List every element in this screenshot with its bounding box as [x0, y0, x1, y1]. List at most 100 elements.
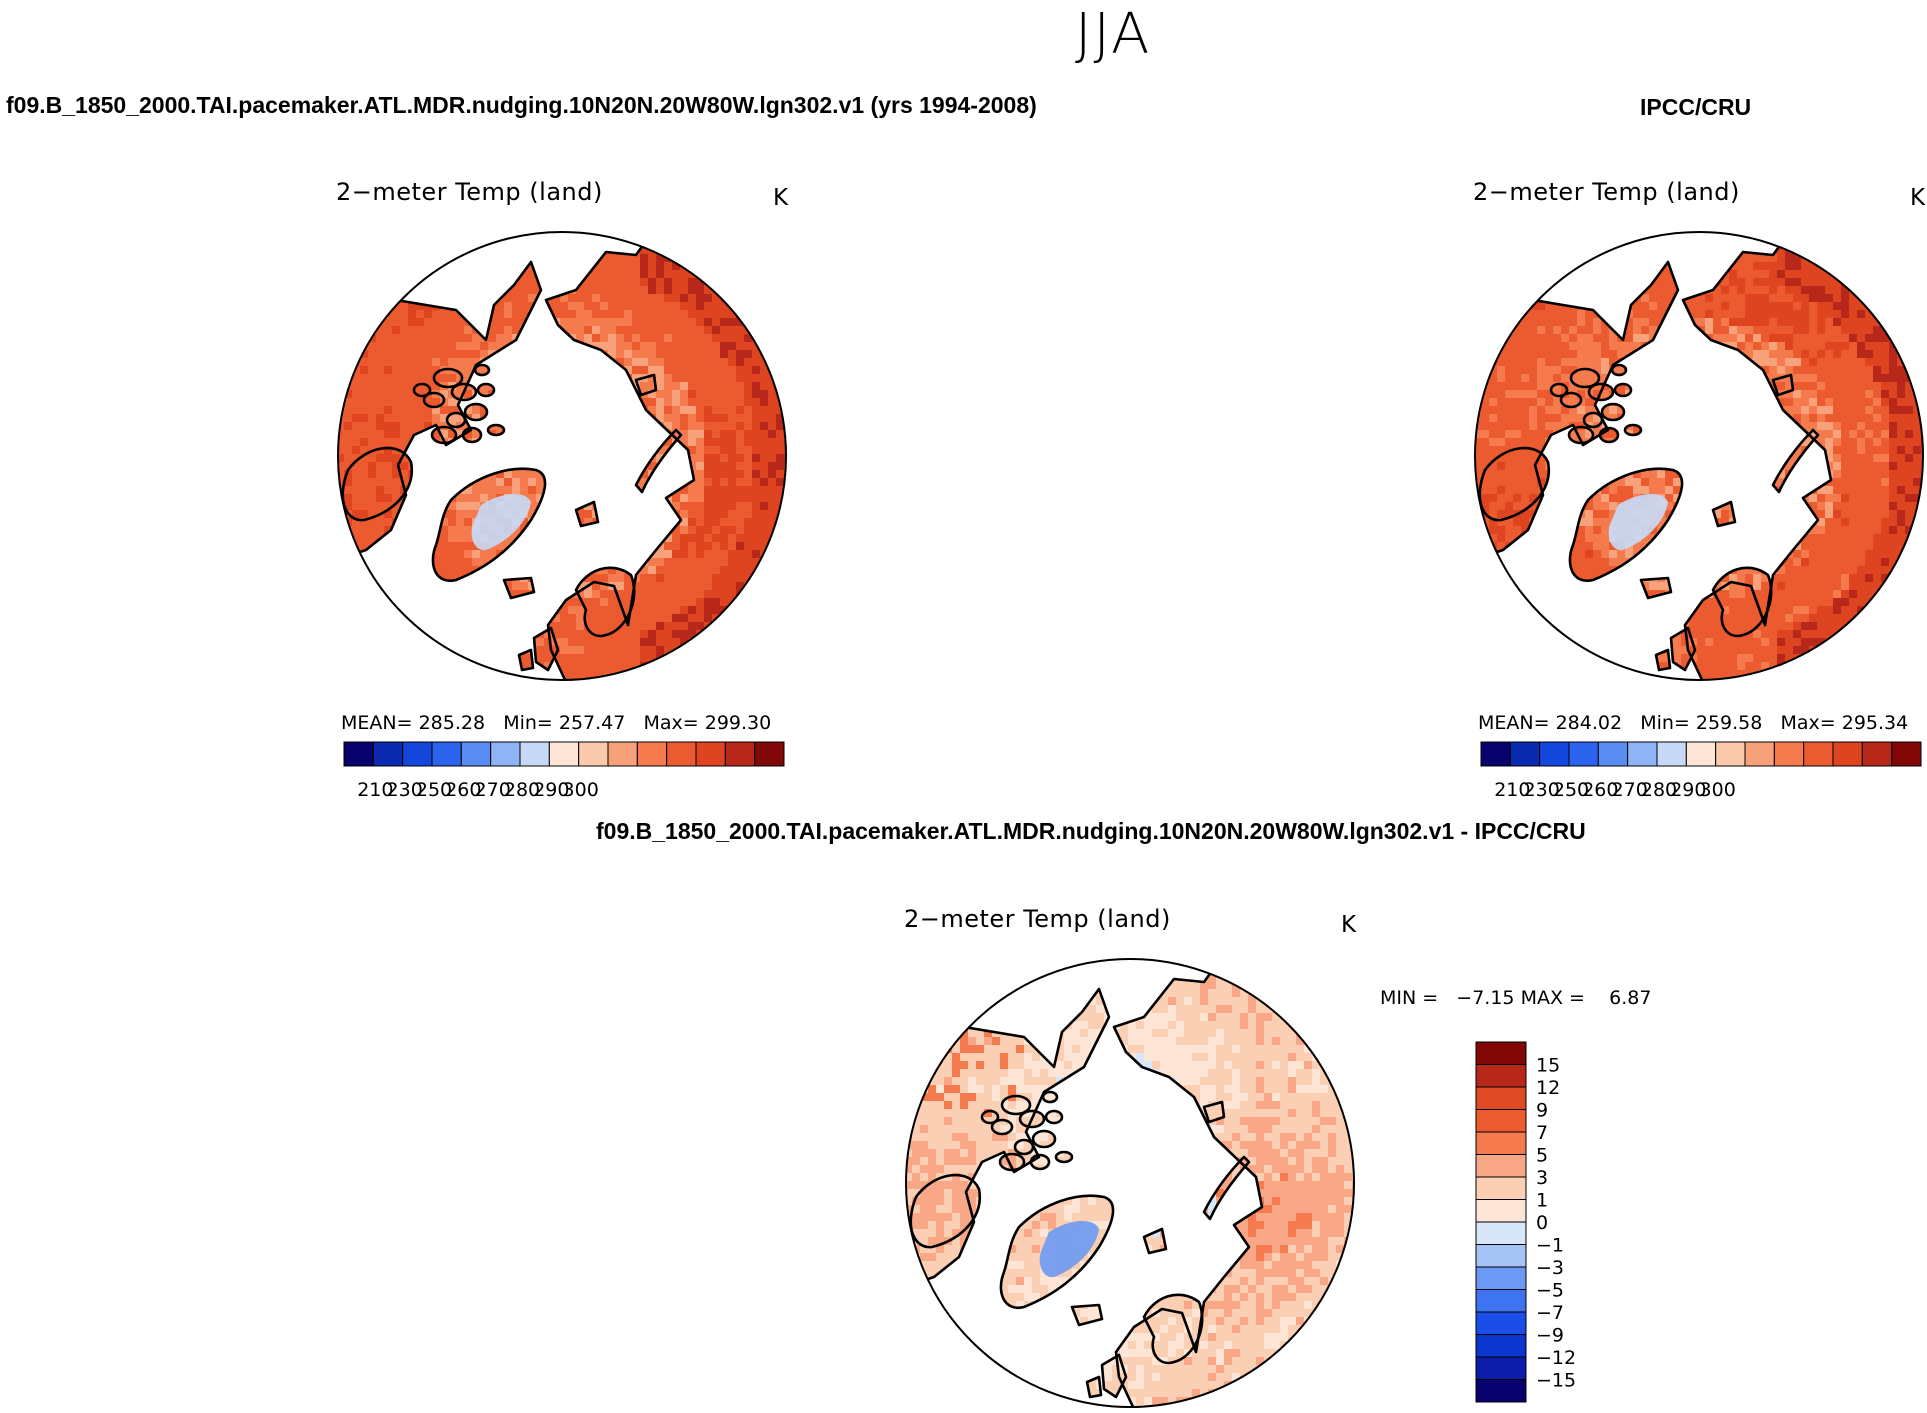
right-plot-title: 2−meter Temp (land) — [1473, 178, 1740, 206]
colorbar-swatch — [1832, 741, 1863, 767]
colorbar-swatch — [1509, 741, 1541, 767]
colorbar-tick-label: −15 — [1536, 1370, 1576, 1392]
colorbar-tick-label: −3 — [1536, 1257, 1564, 1279]
colorbar-swatch — [1475, 1221, 1527, 1245]
right-mean-label: MEAN= — [1478, 712, 1550, 734]
right-min-value: 259.58 — [1695, 712, 1763, 734]
colorbar-swatch — [607, 741, 638, 767]
right-min-label: Min= — [1640, 712, 1690, 734]
left-stats: MEAN= 285.28 Min= 257.47 Max= 299.30 — [341, 712, 771, 734]
colorbar-swatch — [460, 741, 492, 767]
left-min-label: Min= — [503, 712, 553, 734]
left-min-value: 257.47 — [558, 712, 626, 734]
colorbar-swatch — [1715, 741, 1746, 767]
colorbar-tick-label: 15 — [1536, 1055, 1560, 1077]
diff-min-value: −7.15 — [1456, 987, 1515, 1009]
colorbar-swatch — [1861, 741, 1893, 767]
colorbar-tick-label: 250 — [416, 779, 452, 801]
left-max-label: Max= — [643, 712, 699, 734]
diff-max-value: 6.87 — [1609, 987, 1652, 1009]
colorbar-tick-label: 1 — [1536, 1190, 1548, 1212]
colorbar-swatch — [1475, 1086, 1527, 1110]
main-title: JJA — [1075, 2, 1152, 67]
colorbar-tick-label: 230 — [387, 779, 423, 801]
colorbar-tick-label: 7 — [1536, 1122, 1548, 1144]
colorbar-swatch — [1475, 1379, 1527, 1403]
colorbar-swatch — [1480, 741, 1511, 767]
left-max-value: 299.30 — [704, 712, 772, 734]
colorbar-tick-label: 210 — [357, 779, 393, 801]
colorbar-swatch — [402, 741, 433, 767]
colorbar-tick-label: 270 — [475, 779, 511, 801]
colorbar-tick-label: 9 — [1536, 1100, 1548, 1122]
diff-case-title: f09.B_1850_2000.TAI.pacemaker.ATL.MDR.nu… — [596, 818, 1586, 844]
colorbar-tick-label: 250 — [1553, 779, 1589, 801]
colorbar-tick-label: 280 — [1641, 779, 1677, 801]
colorbar-swatch — [695, 741, 726, 767]
colorbar-swatch — [724, 741, 756, 767]
colorbar-swatch — [1475, 1334, 1527, 1358]
colorbar-swatch — [548, 741, 580, 767]
colorbar-swatch — [1475, 1176, 1527, 1200]
diff-plot-title: 2−meter Temp (land) — [904, 905, 1171, 933]
colorbar-tick-label: −9 — [1536, 1325, 1564, 1347]
diff-max-label: MAX = — [1520, 987, 1585, 1009]
colorbar-tick-label: 3 — [1536, 1167, 1548, 1189]
colorbar-swatch — [1656, 741, 1687, 767]
colorbar-swatch — [1744, 741, 1775, 767]
colorbar-swatch — [1475, 1289, 1527, 1313]
right-mean-value: 284.02 — [1555, 712, 1623, 734]
colorbar-tick-label: −12 — [1536, 1347, 1576, 1369]
colorbar-swatch — [431, 741, 462, 767]
colorbar-tick-label: −5 — [1536, 1280, 1564, 1302]
colorbar-swatch — [1475, 1311, 1527, 1335]
colorbar-swatch — [1773, 741, 1805, 767]
colorbar-swatch — [519, 741, 550, 767]
right-case-title: IPCC/CRU — [1640, 94, 1752, 120]
right-max-value: 295.34 — [1841, 712, 1909, 734]
colorbar-swatch — [1475, 1266, 1527, 1290]
colorbar-tick-label: 300 — [563, 779, 599, 801]
colorbar-tick-label: 5 — [1536, 1145, 1548, 1167]
colorbar-tick-label: −1 — [1536, 1235, 1564, 1257]
colorbar-swatch — [343, 741, 374, 767]
left-case-title: f09.B_1850_2000.TAI.pacemaker.ATL.MDR.nu… — [6, 92, 1037, 118]
colorbar-swatch — [1627, 741, 1658, 767]
colorbar-swatch — [1475, 1154, 1527, 1178]
colorbar-swatch — [666, 741, 697, 767]
colorbar-swatch — [1803, 741, 1834, 767]
colorbar-swatch — [1597, 741, 1629, 767]
colorbar-tick-label: 260 — [445, 779, 481, 801]
colorbar-swatch — [1475, 1244, 1527, 1268]
diff-polar-map — [905, 958, 1355, 1408]
colorbar-swatch — [1475, 1131, 1527, 1155]
colorbar-swatch — [490, 741, 521, 767]
colorbar-tick-label: 270 — [1612, 779, 1648, 801]
colorbar-swatch — [1475, 1064, 1527, 1088]
colorbar-tick-label: 0 — [1536, 1212, 1548, 1234]
colorbar-swatch — [372, 741, 404, 767]
colorbar-swatch — [1475, 1041, 1527, 1065]
left-polar-map — [337, 231, 787, 681]
colorbar-tick-label: 300 — [1700, 779, 1736, 801]
colorbar-swatch — [1891, 741, 1922, 767]
colorbar-swatch — [1685, 741, 1717, 767]
colorbar-swatch — [1475, 1109, 1527, 1133]
colorbar-swatch — [754, 741, 785, 767]
colorbar-tick-label: −7 — [1536, 1302, 1564, 1324]
diff-min-label: MIN = — [1380, 987, 1439, 1009]
colorbar-tick-label: 210 — [1494, 779, 1530, 801]
colorbar-swatch — [1568, 741, 1599, 767]
left-mean-value: 285.28 — [418, 712, 486, 734]
colorbar-swatch — [636, 741, 668, 767]
colorbar-tick-label: 260 — [1582, 779, 1618, 801]
right-units: K — [1910, 185, 1926, 211]
colorbar-swatch — [578, 741, 609, 767]
colorbar-tick-label: 12 — [1536, 1077, 1560, 1099]
right-polar-map — [1474, 231, 1924, 681]
diff-units: K — [1341, 912, 1357, 938]
colorbar-swatch — [1475, 1199, 1527, 1223]
